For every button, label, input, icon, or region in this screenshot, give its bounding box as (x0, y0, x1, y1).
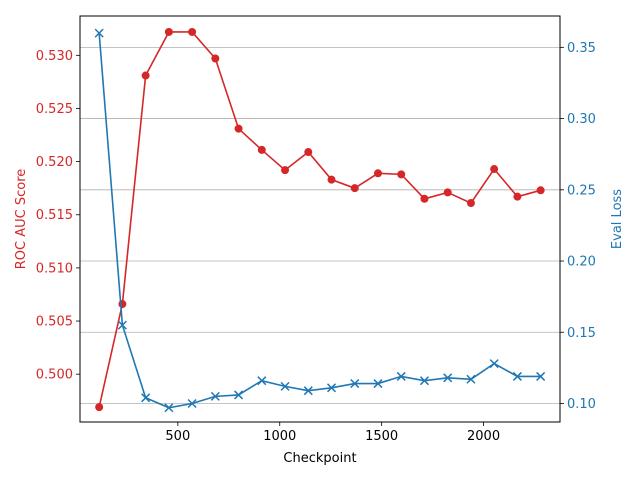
data-point-right (117, 320, 127, 330)
data-point-left (443, 188, 452, 197)
data-point-left (141, 71, 150, 80)
data-point-right (466, 374, 476, 384)
x-tick-label: 500 (165, 429, 190, 444)
data-point-right (187, 398, 197, 409)
y-right-tick-label: 0.10 (567, 397, 596, 412)
y-right-tick-label: 0.25 (567, 183, 596, 198)
y-left-tick-label: 0.520 (36, 155, 73, 170)
x-tick-label: 1500 (365, 429, 398, 444)
y-left-tick-label: 0.505 (36, 315, 73, 330)
data-point-right (234, 390, 244, 400)
data-point-left (513, 192, 522, 201)
x-axis-title: Checkpoint (283, 451, 356, 466)
series-line-right (98, 33, 541, 409)
data-point-left (304, 148, 313, 157)
data-point-left (420, 194, 429, 203)
series-line-left (98, 31, 541, 408)
data-point-left (350, 184, 359, 193)
y-right-tick-label: 0.30 (567, 112, 596, 127)
axis-layer: 500 1000 1500 2000 0.500 0.505 0.510 0.515 0.520… (36, 41, 596, 444)
y-left-tick-label: 0.515 (36, 208, 73, 223)
data-point-right (210, 391, 220, 401)
data-point-right (164, 403, 174, 413)
data-point-left (188, 27, 197, 36)
y-right-tick-label: 0.35 (567, 41, 596, 56)
data-point-left (164, 27, 173, 36)
data-point-left (397, 170, 406, 179)
y-axis-left-title: ROC AUC Score (14, 169, 29, 270)
y-left-tick-label: 0.530 (36, 49, 73, 64)
data-point-right (536, 371, 546, 381)
data-point-right (303, 386, 313, 396)
data-point-right (280, 381, 290, 391)
data-point-left (327, 175, 336, 184)
data-point-left (95, 403, 104, 412)
y-axis-right-title: Eval Loss (610, 189, 625, 249)
data-point-left (373, 169, 382, 178)
y-right-tick-label: 0.15 (567, 326, 596, 341)
data-point-left (466, 199, 475, 208)
data-point-right (257, 376, 267, 386)
data-point-left (211, 54, 220, 63)
y-right-tick-label: 0.20 (567, 255, 596, 270)
data-point-left (118, 300, 127, 309)
data-point-right (489, 359, 499, 369)
x-tick-label: 1000 (263, 429, 296, 444)
data-point-left (234, 124, 243, 133)
data-point-right (396, 371, 406, 381)
data-point-right (443, 373, 453, 383)
y-left-tick-label: 0.510 (36, 261, 73, 276)
y-left-tick-label: 0.500 (36, 368, 73, 383)
series-layer (94, 27, 546, 413)
grid-layer (80, 46, 560, 404)
y-left-tick-label: 0.525 (36, 102, 73, 117)
data-point-right (512, 371, 522, 381)
data-point-right (141, 393, 151, 403)
data-point-right (373, 379, 383, 389)
data-point-left (257, 145, 266, 154)
data-point-right (326, 383, 337, 393)
data-point-left (281, 166, 290, 175)
plot-frame (79, 15, 561, 423)
data-point-right (350, 379, 360, 389)
data-point-left (490, 165, 499, 174)
data-point-left (536, 186, 545, 195)
data-point-right (94, 28, 104, 38)
x-tick-label: 2000 (467, 429, 500, 444)
data-point-right (419, 376, 429, 386)
